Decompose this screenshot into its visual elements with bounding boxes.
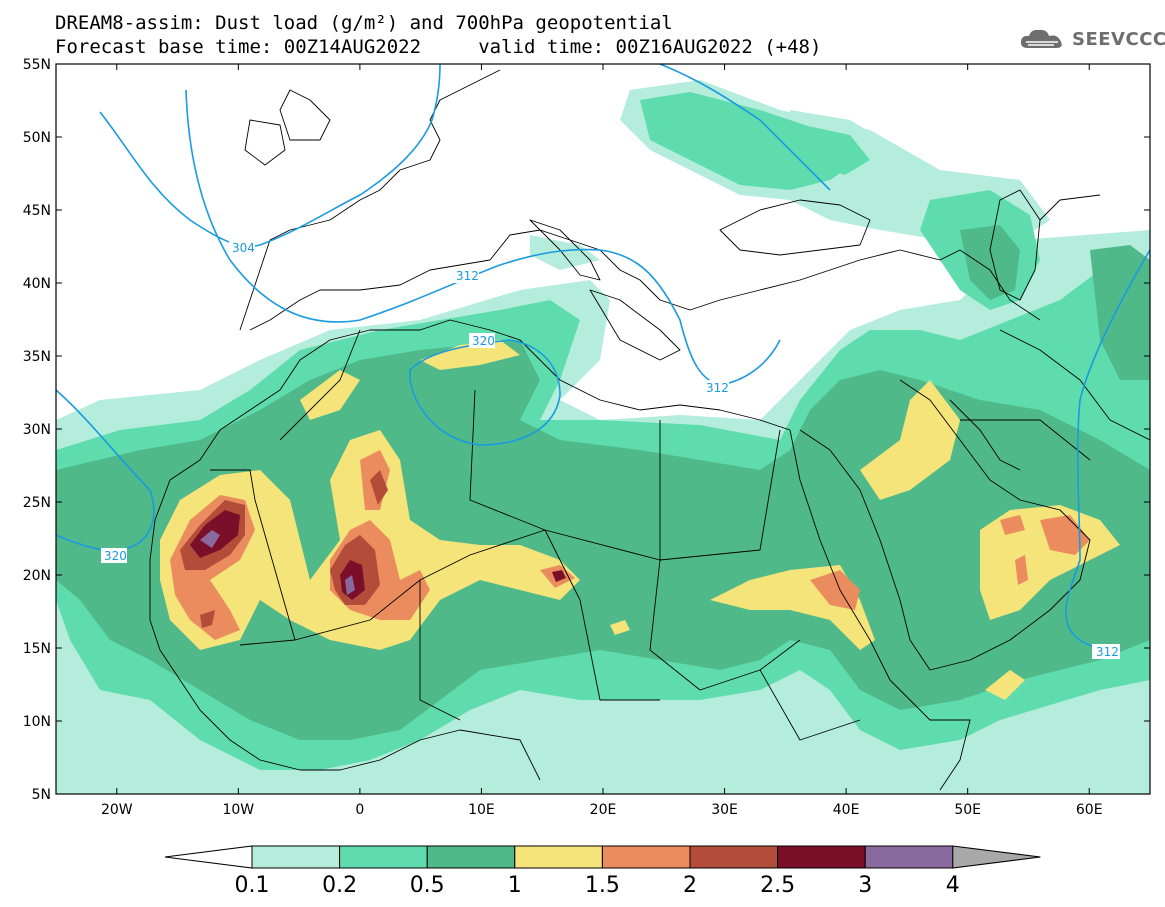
lat-tick-label: 5N bbox=[32, 787, 51, 803]
lat-tick-label: 35N bbox=[23, 349, 51, 365]
dust-layer-0.5 bbox=[56, 225, 1150, 740]
dust-layer-3 bbox=[200, 530, 355, 595]
lat-tick-label: 20N bbox=[23, 568, 51, 584]
lon-tick-label: 10W bbox=[222, 802, 254, 818]
lon-tick-label: 30E bbox=[711, 802, 738, 818]
colorbar-swatch bbox=[864, 845, 954, 869]
colorbar-label: 2 bbox=[683, 873, 697, 898]
lon-tick-label: 60E bbox=[1076, 802, 1103, 818]
colorbar-swatch bbox=[777, 845, 866, 869]
lat-tick-label: 15N bbox=[23, 641, 51, 657]
colorbar: 0.1 0.2 0.5 1 1.5 2 2.5 3 4 bbox=[164, 845, 1041, 898]
contour-label-bg bbox=[229, 240, 255, 255]
colorbar-label: 0.2 bbox=[322, 873, 357, 898]
contour-labels: 304 312 320 320 312 312 bbox=[101, 240, 1120, 659]
colorbar-over-triangle bbox=[952, 845, 1041, 869]
contour-label-bg bbox=[1092, 644, 1120, 659]
seevccc-logo: SEEVCCC bbox=[1018, 26, 1165, 52]
contour-label-320: 320 bbox=[472, 334, 495, 348]
contour-label-312: 312 bbox=[1096, 645, 1119, 659]
lon-tick-label: 40E bbox=[833, 802, 860, 818]
contour-label-304: 304 bbox=[232, 241, 255, 255]
lat-tick-label: 30N bbox=[23, 422, 51, 438]
colorbar-label: 1 bbox=[508, 873, 522, 898]
colorbar-label: 3 bbox=[858, 873, 872, 898]
lon-tick-label: 20E bbox=[590, 802, 617, 818]
contour-label-312: 312 bbox=[456, 269, 479, 283]
chart-title: DREAM8-assim: Dust load (g/m²) and 700hP… bbox=[55, 12, 673, 34]
contour-label-bg bbox=[453, 268, 479, 283]
colorbar-label: 1.5 bbox=[585, 873, 620, 898]
colorbar-swatch bbox=[689, 845, 779, 869]
contour-label-bg bbox=[469, 333, 495, 348]
colorbar-swatch bbox=[426, 845, 516, 869]
colorbar-label: 2.5 bbox=[760, 873, 795, 898]
cloud-icon bbox=[1020, 29, 1062, 48]
lon-tick-label: 50E bbox=[954, 802, 981, 818]
contour-label-312: 312 bbox=[706, 381, 729, 395]
contour-label-bg bbox=[703, 380, 729, 395]
lat-tick-label: 40N bbox=[23, 276, 51, 292]
forecast-time-subtitle: Forecast base time: 00Z14AUG2022 valid t… bbox=[55, 36, 822, 58]
lat-tick-label: 25N bbox=[23, 495, 51, 511]
colorbar-label: 4 bbox=[946, 873, 960, 898]
colorbar-swatch bbox=[601, 845, 691, 869]
colorbar-label: 0.1 bbox=[235, 873, 270, 898]
lon-tick-label: 0 bbox=[355, 802, 364, 818]
colorbar-swatch bbox=[251, 845, 341, 869]
lat-tick-label: 10N bbox=[23, 714, 51, 730]
colorbar-swatch bbox=[514, 845, 603, 869]
contour-label-320: 320 bbox=[104, 549, 127, 563]
colorbar-under-triangle bbox=[164, 845, 253, 869]
map-area bbox=[56, 64, 1150, 794]
lon-tick-label: 20W bbox=[101, 802, 133, 818]
logo-text: SEEVCCC bbox=[1072, 28, 1165, 50]
geopotential-contours bbox=[56, 64, 1150, 653]
contour-label-bg bbox=[101, 548, 127, 563]
lat-tick-label: 55N bbox=[23, 57, 51, 73]
map-axes: 55N 50N 45N 40N 35N 30N 25N 20N 15N 10N 5N 20W 10W 0 1… bbox=[23, 57, 1150, 818]
colorbar-swatch bbox=[339, 845, 428, 869]
lon-tick-label: 10E bbox=[468, 802, 495, 818]
colorbar-label: 0.5 bbox=[410, 873, 445, 898]
lat-tick-label: 50N bbox=[23, 130, 51, 146]
lat-tick-label: 45N bbox=[23, 203, 51, 219]
